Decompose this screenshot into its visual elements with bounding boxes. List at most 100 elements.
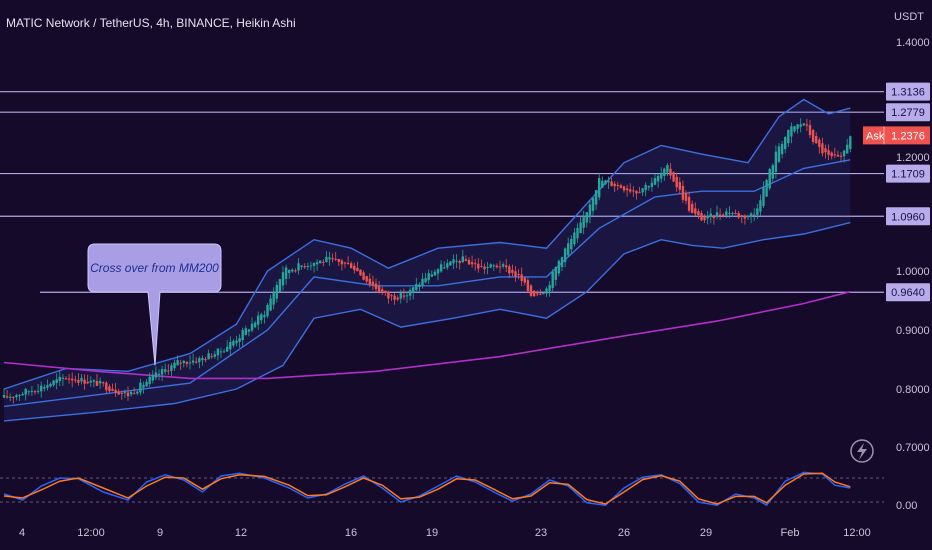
ask-label: Ask (866, 130, 885, 142)
candle-body-161 (501, 264, 505, 267)
candle-body-118 (368, 278, 371, 285)
candle-body-50 (157, 373, 161, 375)
candle-body-55 (173, 362, 176, 369)
candle-body-33 (105, 382, 108, 391)
candle-body-3 (12, 396, 15, 398)
price-axis[interactable]: 1.4000 1.2000 1.0000 0.9000 0.8000 0.7000 0.00… (863, 37, 930, 512)
candle-body-95 (297, 263, 300, 271)
candle-body-159 (495, 265, 499, 268)
candle-body-7 (24, 388, 27, 395)
candle-body-231 (718, 214, 722, 216)
candle-body-199 (619, 185, 623, 188)
x-tick-label-6: 23 (535, 527, 547, 539)
candle-body-217 (675, 176, 678, 188)
candle-body-58 (182, 360, 185, 364)
candle-body-28 (89, 380, 92, 383)
candle-body-140 (436, 269, 440, 274)
candle-body-270 (839, 155, 843, 157)
candle-body-13 (43, 387, 46, 389)
candle-body-218 (678, 182, 681, 190)
candle-body-211 (656, 175, 660, 182)
candle-body-145 (452, 259, 455, 264)
candle-body-256 (796, 124, 799, 129)
x-tick-label-10: 12:00 (843, 527, 871, 539)
candle-body-149 (464, 259, 468, 261)
band-fill (4, 99, 851, 421)
candle-body-12 (40, 385, 43, 392)
time-axis[interactable]: 4 12:00 9 12 16 19 23 26 29 Feb 12:00 (19, 527, 871, 539)
candle-body-167 (520, 274, 523, 282)
x-tick-label-7: 26 (618, 527, 630, 539)
candle-body-223 (694, 208, 697, 214)
candle-body-151 (470, 262, 474, 265)
candle-body-235 (731, 212, 734, 214)
callout: Cross over from MM200 (87, 243, 222, 366)
candle-body-205 (638, 192, 641, 194)
callout-text: Cross over from MM200 (90, 261, 219, 275)
candle-body-247 (768, 169, 771, 189)
candle-body-197 (613, 183, 616, 187)
candle-body-152 (474, 263, 477, 265)
candle-body-32 (102, 382, 105, 384)
lightning-icon[interactable] (850, 439, 874, 463)
oscillator-layer (3, 471, 851, 507)
candle-body-43 (136, 391, 139, 394)
candle-body-75 (235, 340, 238, 344)
candle-body-210 (653, 178, 657, 185)
band-lower-line (3, 221, 851, 422)
level-tag-4 (886, 283, 930, 302)
candle-body-184 (573, 232, 576, 245)
candle-body-122 (381, 289, 384, 293)
candle-body-97 (303, 266, 306, 268)
candle-body-62 (195, 361, 198, 363)
x-tick-label-3: 12 (235, 527, 247, 539)
candle-body-190 (591, 198, 595, 211)
candle-body-176 (548, 284, 551, 292)
candle-body-232 (722, 214, 725, 216)
candle-body-227 (706, 215, 709, 219)
candle-body-138 (430, 274, 433, 277)
chart-title: MATIC Network / TetherUS, 4h, BINANCE, H… (6, 16, 296, 30)
candle-body-66 (207, 353, 210, 360)
candle-body-136 (424, 278, 427, 283)
candle-body-163 (508, 266, 511, 274)
candle-body-102 (319, 260, 322, 264)
candle-body-63 (198, 358, 201, 363)
candle-body-46 (145, 381, 148, 387)
callout-bubble (87, 243, 222, 366)
band-middle-line (3, 159, 851, 408)
candle-body-34 (108, 386, 111, 392)
candle-body-273 (849, 136, 852, 150)
ma200-layer (3, 290, 851, 380)
candle-body-130 (405, 295, 409, 297)
candle-body-114 (356, 267, 359, 272)
candle-body-134 (418, 284, 421, 288)
candle-body-216 (672, 172, 675, 182)
candle-body-1 (5, 396, 9, 398)
candle-body-249 (774, 151, 778, 172)
candles (2, 118, 852, 404)
candle-body-251 (780, 143, 784, 155)
candle-body-262 (815, 136, 818, 144)
candle-body-99 (309, 265, 313, 267)
level-tag-3 (886, 207, 930, 226)
candle-body-129 (402, 295, 406, 297)
candle-body-61 (191, 360, 195, 363)
candle-body-186 (579, 222, 582, 234)
candle-body-113 (353, 265, 356, 271)
candle-body-169 (526, 280, 530, 291)
candle-body-6 (21, 393, 24, 396)
candle-body-35 (111, 388, 114, 391)
candle-body-51 (160, 369, 164, 375)
level-tag-2 (886, 164, 930, 183)
candle-body-9 (30, 390, 34, 392)
candle-body-239 (743, 215, 747, 219)
candle-body-158 (492, 265, 495, 267)
candle-body-200 (622, 186, 626, 191)
candle-body-258 (802, 123, 805, 126)
candle-body-57 (179, 362, 182, 364)
oscillator-line-0 (3, 471, 851, 507)
candle-body-183 (570, 238, 573, 250)
candle-body-208 (647, 186, 650, 188)
